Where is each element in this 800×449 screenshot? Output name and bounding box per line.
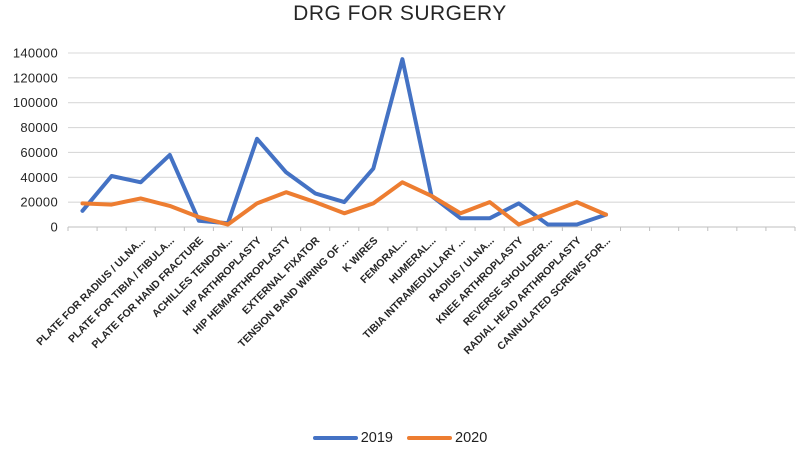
series-line-2019[interactable] <box>80 57 608 227</box>
legend-item-2019[interactable]: 2019 <box>312 430 393 446</box>
legend-label: 2020 <box>455 430 488 446</box>
y-axis-tick-label: 40000 <box>20 170 58 185</box>
y-axis-tick-label: 0 <box>50 220 58 235</box>
y-axis-tick-label: 120000 <box>13 70 58 85</box>
x-axis-category-label: PLATE FOR RADIUS / ULNA... <box>34 235 148 349</box>
y-axis-tick-label: 80000 <box>20 120 58 135</box>
series-line-2020[interactable] <box>80 180 608 227</box>
legend-item-2020[interactable]: 2020 <box>407 430 487 446</box>
y-axis-tick-label: 20000 <box>20 195 58 210</box>
x-axis-category-label: PLATE FOR HAND FRACTURE <box>90 235 206 351</box>
y-axis-tick-label: 60000 <box>20 145 58 160</box>
legend-line-swatch <box>407 435 452 441</box>
legend: 2019 2020 <box>0 430 800 446</box>
chart-title: DRG FOR SURGERY <box>293 2 507 25</box>
y-axis-tick-label: 140000 <box>13 46 58 61</box>
y-axis-tick-label: 100000 <box>13 95 58 110</box>
legend-label: 2019 <box>360 430 393 446</box>
legend-line-swatch <box>312 435 358 441</box>
